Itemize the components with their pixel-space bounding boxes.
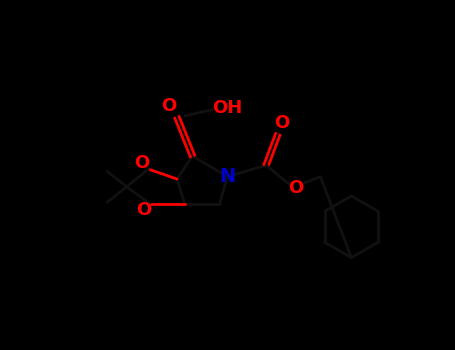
Text: OH: OH (212, 99, 243, 117)
Text: O: O (136, 201, 152, 219)
Text: O: O (135, 154, 150, 172)
Text: O: O (288, 179, 303, 197)
Text: O: O (274, 114, 289, 132)
Text: O: O (162, 97, 177, 115)
Text: N: N (219, 167, 236, 186)
